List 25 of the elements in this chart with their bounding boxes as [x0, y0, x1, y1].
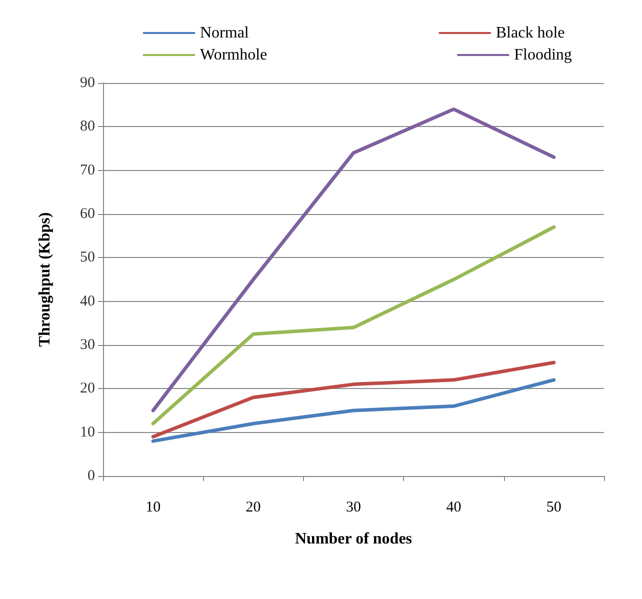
y-tick-label: 20 — [80, 380, 95, 397]
x-axis-title: Number of nodes — [294, 530, 412, 548]
y-tick-label: 70 — [80, 162, 95, 178]
x-tick-label: 30 — [346, 500, 361, 516]
y-tick-label: 90 — [80, 75, 95, 91]
legend-label: Normal — [200, 24, 250, 42]
x-tick-label: 20 — [246, 500, 261, 516]
y-tick-label: 10 — [80, 424, 95, 440]
legend-label: Black hole — [496, 24, 565, 42]
y-tick-label: 0 — [88, 468, 95, 484]
y-tick-label: 50 — [80, 250, 95, 266]
line-series — [151, 378, 556, 443]
line-series — [151, 360, 556, 438]
y-axis-title: Throughput (Kbps) — [36, 212, 54, 347]
y-tick-label: 60 — [80, 206, 95, 222]
x-tick-label: 10 — [146, 500, 161, 516]
legend-label: Flooding — [514, 46, 572, 64]
legend-label: Wormhole — [200, 46, 268, 64]
line-series — [151, 107, 556, 412]
y-tick-label: 30 — [80, 337, 95, 353]
y-tick-label: 80 — [80, 118, 95, 135]
x-tick-label: 40 — [446, 500, 462, 516]
y-tick-label: 40 — [80, 293, 95, 310]
x-tick-label: 50 — [546, 500, 562, 516]
line-series — [151, 225, 556, 426]
